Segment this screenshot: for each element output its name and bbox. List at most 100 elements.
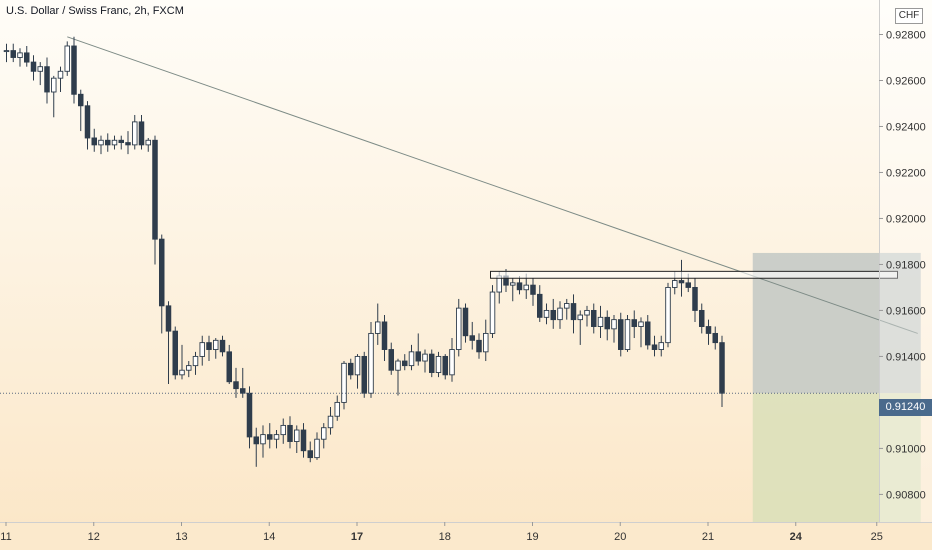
candle-body-up	[185, 365, 192, 371]
candle	[570, 294, 577, 334]
resistance-zone[interactable]	[490, 270, 898, 279]
x-tick-label: 18	[439, 531, 451, 543]
candle	[145, 137, 151, 152]
candle-body-down	[104, 139, 111, 146]
candle	[381, 315, 388, 362]
candle	[516, 275, 523, 295]
candle	[618, 312, 624, 357]
candle-body-down	[476, 339, 482, 353]
candle-body-up	[280, 424, 287, 436]
candle-body-up	[422, 353, 428, 362]
candle	[402, 354, 408, 371]
price-scale-background[interactable]	[879, 0, 932, 522]
candle	[341, 361, 347, 410]
candle-body-up	[564, 303, 570, 309]
candle-body-up	[489, 291, 496, 334]
candle	[321, 423, 327, 449]
candle	[24, 45, 30, 67]
candle-body-up	[294, 429, 300, 442]
time-scale-background[interactable]	[0, 522, 932, 550]
candle-body-up	[483, 332, 489, 353]
candle	[604, 310, 611, 341]
candle	[557, 301, 563, 329]
overlay-layer	[0, 270, 898, 394]
candle-body-down	[651, 344, 658, 350]
candle-body-down	[381, 321, 388, 350]
candle-body-down	[469, 335, 476, 341]
y-axis[interactable]: 0.92800 0.92600 0.92400 0.92200 0.92000 0.918…	[879, 0, 932, 522]
candle	[37, 62, 44, 86]
candle	[172, 326, 178, 380]
candle	[212, 338, 219, 359]
candle-body-up	[584, 309, 590, 316]
candle	[91, 128, 97, 152]
candle	[388, 342, 395, 375]
chart-title: U.S. Dollar / Swiss Franc, 2h, FXCM	[6, 5, 184, 17]
candle-body-up	[557, 307, 563, 321]
y-tick-label: 0.92200	[886, 167, 926, 179]
candle	[408, 344, 415, 371]
candle	[267, 423, 273, 449]
downtrend-line[interactable]	[67, 36, 918, 334]
candle-body-down	[645, 321, 651, 346]
candle	[456, 298, 462, 357]
candle-body-down	[361, 355, 368, 394]
candle	[712, 326, 719, 350]
candle-body-down	[10, 50, 16, 58]
candle	[51, 75, 57, 118]
candle	[422, 349, 428, 373]
candle	[287, 416, 293, 449]
candle-body-down	[226, 351, 232, 383]
x-axis[interactable]: 11 12 13 14 17 18 19 20 21 24 25	[0, 522, 932, 550]
candle-body-up	[51, 77, 57, 93]
candle	[138, 114, 145, 150]
candle-body-down	[287, 424, 293, 442]
x-tick-label: 20	[614, 531, 626, 543]
candle-body-up	[260, 434, 266, 445]
candle	[226, 344, 232, 385]
candle	[665, 282, 671, 348]
candle-body-down	[125, 142, 131, 146]
x-tick-label: 24	[790, 531, 803, 543]
candle	[334, 395, 341, 421]
currency-unit-badge[interactable]: CHF	[895, 8, 923, 24]
candle	[348, 358, 354, 380]
candle	[719, 335, 725, 408]
candle	[71, 36, 77, 104]
candle-body-up	[212, 339, 219, 350]
candle-body-down	[570, 303, 577, 321]
candle	[591, 303, 597, 334]
candle	[469, 321, 476, 350]
candle	[705, 319, 712, 345]
x-tick-label: 12	[88, 531, 100, 543]
candle	[510, 278, 516, 302]
candle	[30, 55, 37, 81]
candle-body-down	[348, 362, 354, 376]
candle-body-up	[314, 438, 320, 459]
candle-body-down	[712, 332, 719, 344]
y-tick-label: 0.92400	[886, 121, 926, 133]
candle-body-down	[118, 139, 124, 144]
candle-body-up	[273, 434, 280, 440]
candle-body-down	[233, 381, 239, 390]
candle-body-down	[705, 326, 712, 334]
candle	[537, 285, 543, 322]
candle	[152, 135, 158, 265]
candle-body-down	[631, 319, 638, 327]
candle	[246, 386, 253, 449]
candle-body-up	[199, 342, 205, 357]
candle	[435, 351, 442, 378]
candle-body-up	[408, 351, 415, 367]
candle-body-down	[388, 349, 395, 371]
candle	[577, 310, 584, 345]
candle-body-up	[395, 360, 401, 371]
candle	[354, 354, 361, 389]
candle-body-down	[44, 66, 50, 93]
candle-body-down	[719, 342, 725, 394]
candle-body-up	[341, 362, 347, 403]
candle-body-down	[253, 436, 259, 445]
y-tick-label: 0.91000	[886, 443, 926, 455]
candle	[375, 303, 381, 345]
